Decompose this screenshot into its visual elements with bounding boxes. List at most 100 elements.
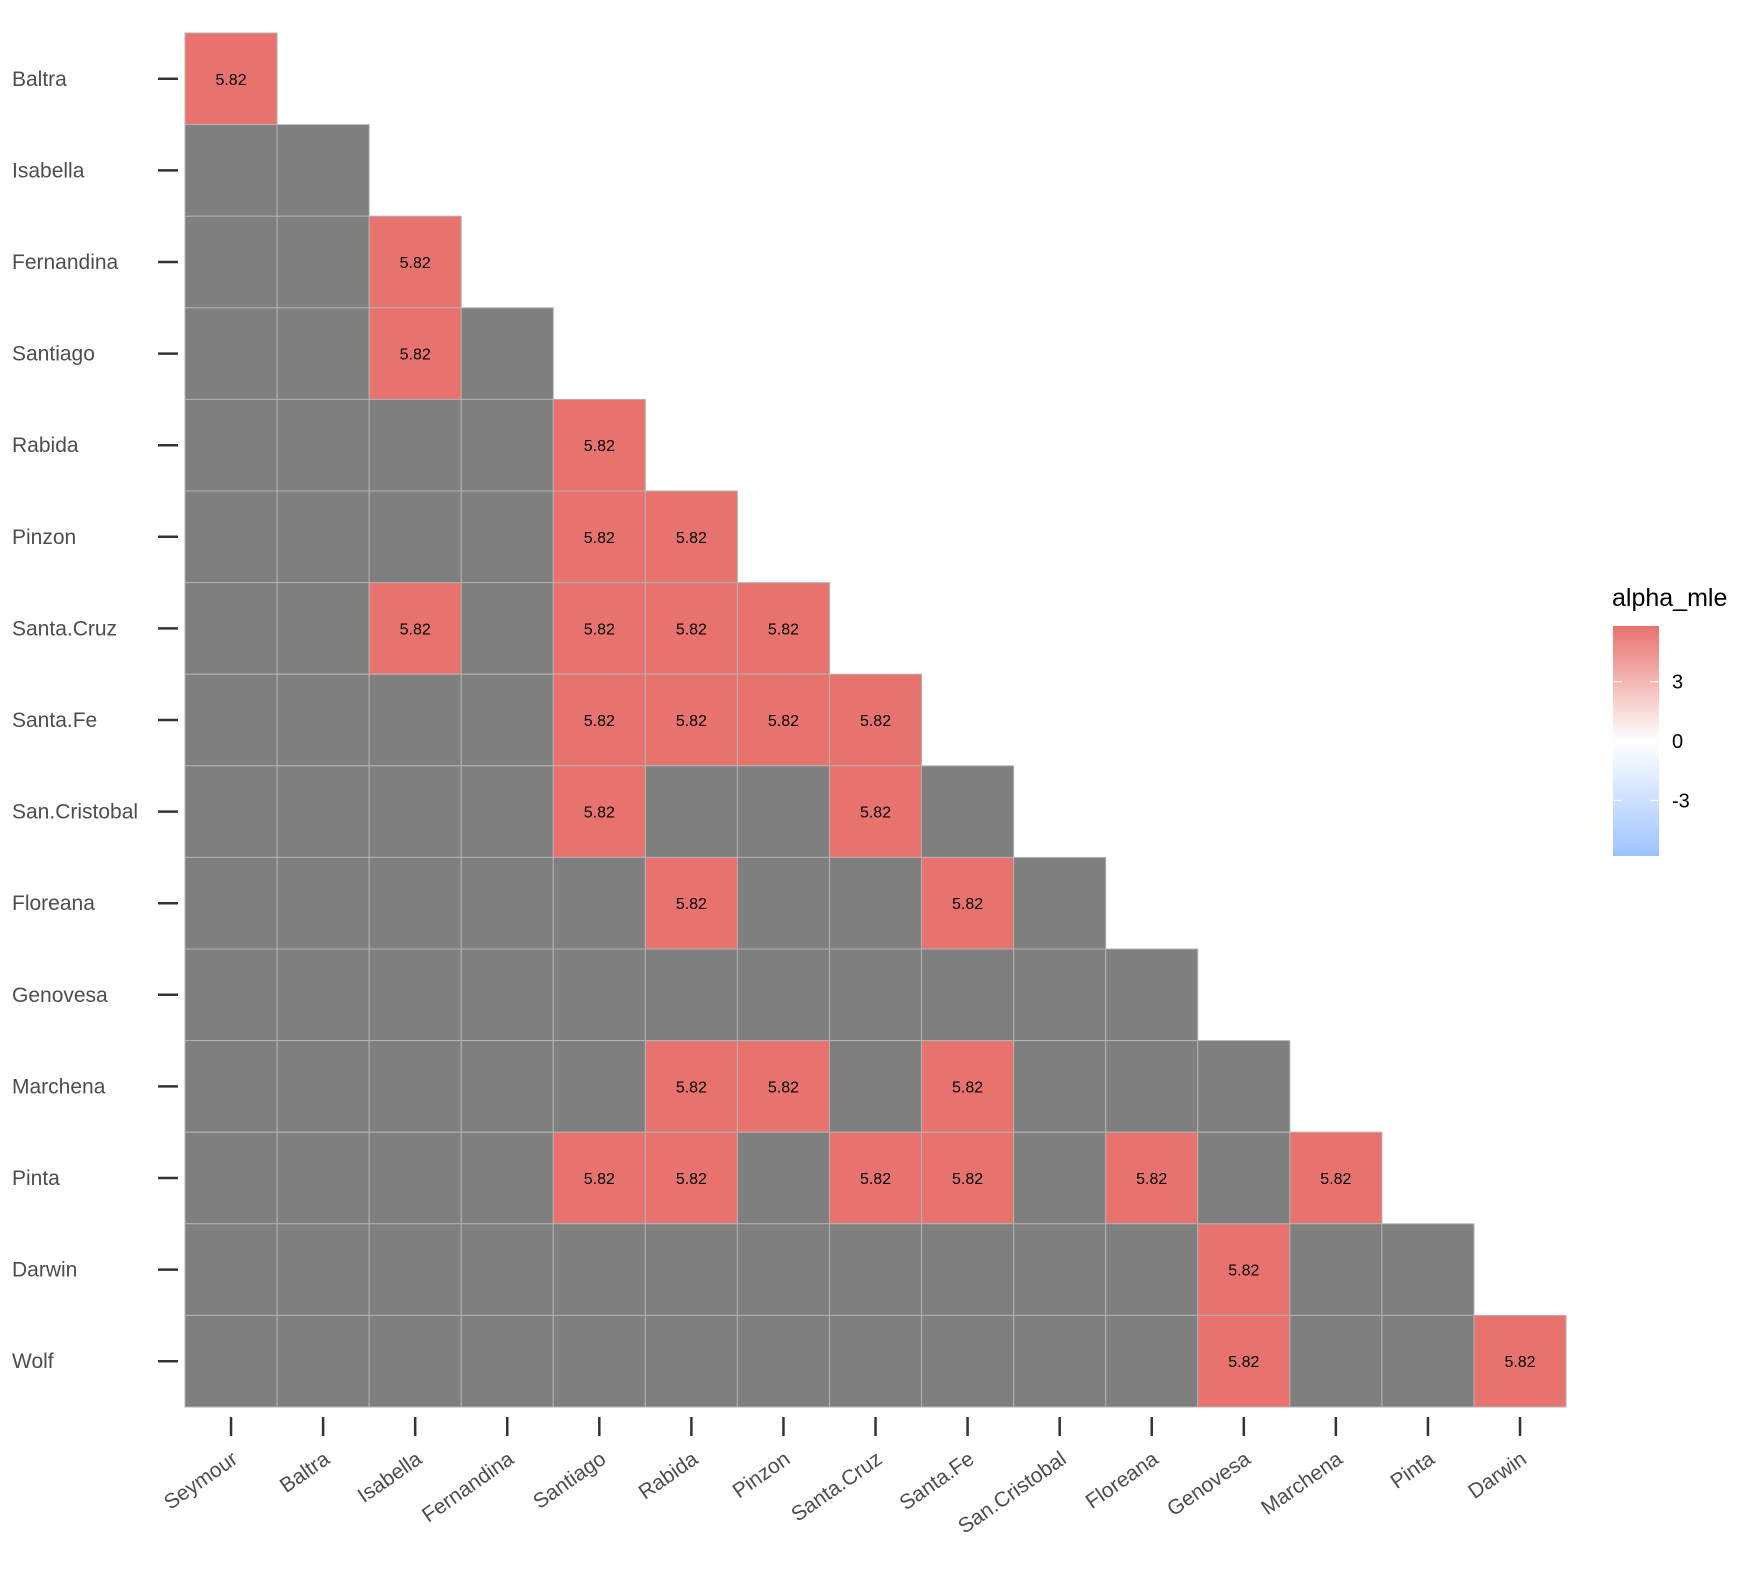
heatmap-cell xyxy=(184,124,278,217)
x-tick-label: Santiago xyxy=(529,1447,610,1513)
x-tick-label: Santa.Cruz xyxy=(787,1447,886,1526)
cell-value-label: 5.82 xyxy=(400,621,431,638)
heatmap-cell xyxy=(552,398,646,492)
heatmap-cell xyxy=(368,1223,462,1316)
cell-value-label: 5.82 xyxy=(400,255,431,272)
heatmap-cell xyxy=(276,1314,370,1408)
heatmap-cell xyxy=(828,765,923,858)
heatmap-cell xyxy=(276,215,370,309)
cell-value-label: 5.82 xyxy=(1136,1171,1167,1188)
heatmap-cell xyxy=(828,1040,923,1133)
x-tick-label: Isabella xyxy=(354,1447,427,1508)
heatmap-cells: 5.82 5.82 5.82 5.82 5.82 5.82 5.82 5.82 5.82 5.82… xyxy=(184,32,1567,1408)
heatmap-cell xyxy=(184,307,278,400)
heatmap-cell xyxy=(276,124,370,217)
heatmap-cell xyxy=(460,1131,554,1225)
x-tick-label: Baltra xyxy=(276,1447,334,1497)
cell-value-label: 5.82 xyxy=(860,713,891,730)
cell-value-label: 5.82 xyxy=(768,713,799,730)
y-axis: Baltra Isabella Fernandina Santiago Rabida Pi… xyxy=(12,68,178,1373)
heatmap-cell xyxy=(1013,1131,1107,1225)
heatmap-cell xyxy=(1105,948,1199,1042)
heatmap-cell xyxy=(644,765,738,858)
heatmap-cell xyxy=(644,1223,738,1316)
legend-tick-label: -3 xyxy=(1672,790,1690,812)
heatmap-cell xyxy=(1289,1131,1383,1225)
cell-value-label: 5.82 xyxy=(584,1171,615,1188)
cell-value-label: 5.82 xyxy=(860,1171,891,1188)
heatmap-cell xyxy=(368,307,462,400)
heatmap-cell xyxy=(460,1314,554,1408)
heatmap-cell xyxy=(921,1040,1015,1133)
cell-value-label: 5.82 xyxy=(676,1079,707,1096)
heatmap-cell xyxy=(644,1131,738,1225)
heatmap-cell xyxy=(1013,948,1107,1042)
heatmap-cell xyxy=(736,948,830,1042)
heatmap-cell xyxy=(184,948,278,1042)
heatmap-cell xyxy=(828,1314,923,1408)
x-tick-label: Pinta xyxy=(1386,1447,1439,1493)
heatmap-cell xyxy=(368,1131,462,1225)
x-tick-label: Rabida xyxy=(635,1447,703,1504)
heatmap-cell xyxy=(1289,1314,1383,1408)
y-tick-label: Floreana xyxy=(12,892,95,915)
cell-value-label: 5.82 xyxy=(676,1171,707,1188)
heatmap-cell xyxy=(276,582,370,675)
y-tick-label: Santiago xyxy=(12,343,95,366)
heatmap-cell xyxy=(276,673,370,767)
heatmap-cell xyxy=(736,1314,830,1408)
heatmap-cell xyxy=(368,215,462,309)
legend-title: alpha_mle xyxy=(1612,584,1727,612)
heatmap-cell xyxy=(460,582,554,675)
y-tick-label: Rabida xyxy=(12,434,79,457)
heatmap-cell xyxy=(1197,1314,1291,1408)
heatmap-cell xyxy=(276,490,370,584)
heatmap-cell xyxy=(1289,1223,1383,1316)
y-tick-label: Baltra xyxy=(12,68,67,91)
x-tick-label: Darwin xyxy=(1464,1447,1531,1503)
heatmap-cell xyxy=(552,856,646,950)
heatmap-cell xyxy=(552,1131,646,1225)
heatmap-cell xyxy=(276,1040,370,1133)
heatmap-cell xyxy=(368,673,462,767)
y-tick-label: Wolf xyxy=(12,1350,54,1373)
heatmap-cell xyxy=(921,948,1015,1042)
cell-value-label: 5.82 xyxy=(952,1079,983,1096)
heatmap-cell xyxy=(552,582,646,675)
heatmap-cell xyxy=(184,765,278,858)
heatmap-cell xyxy=(644,1040,738,1133)
cell-value-label: 5.82 xyxy=(860,805,891,822)
heatmap-cell xyxy=(368,1314,462,1408)
legend-tick-label: 3 xyxy=(1672,672,1683,694)
heatmap-cell xyxy=(552,765,646,858)
heatmap-cell xyxy=(460,856,554,950)
heatmap-cell xyxy=(1013,856,1107,950)
heatmap-cell xyxy=(276,948,370,1042)
cell-value-label: 5.82 xyxy=(215,72,246,89)
cell-value-label: 5.82 xyxy=(952,1171,983,1188)
y-tick-label: Darwin xyxy=(12,1259,77,1282)
heatmap-cell xyxy=(184,490,278,584)
heatmap-cell xyxy=(184,1131,278,1225)
heatmap-cell xyxy=(184,32,278,126)
y-tick-label: Marchena xyxy=(12,1075,106,1098)
heatmap-cell xyxy=(828,673,923,767)
heatmap-cell xyxy=(644,856,738,950)
heatmap-cell xyxy=(184,1223,278,1316)
heatmap-cell xyxy=(460,948,554,1042)
heatmap-cell xyxy=(184,1040,278,1133)
heatmap-cell xyxy=(1105,1040,1199,1133)
y-tick-label: Genovesa xyxy=(12,984,108,1007)
x-tick-label: Pinzon xyxy=(729,1447,795,1503)
heatmap-cell xyxy=(184,856,278,950)
heatmap-cell xyxy=(1381,1314,1475,1408)
heatmap-cell xyxy=(460,307,554,400)
heatmap-cell xyxy=(736,856,830,950)
cell-value-label: 5.82 xyxy=(768,621,799,638)
heatmap-cell xyxy=(921,1131,1015,1225)
y-tick-label: Pinzon xyxy=(12,526,76,549)
cell-value-label: 5.82 xyxy=(676,896,707,913)
heatmap-cell xyxy=(644,673,738,767)
heatmap-cell xyxy=(736,673,830,767)
